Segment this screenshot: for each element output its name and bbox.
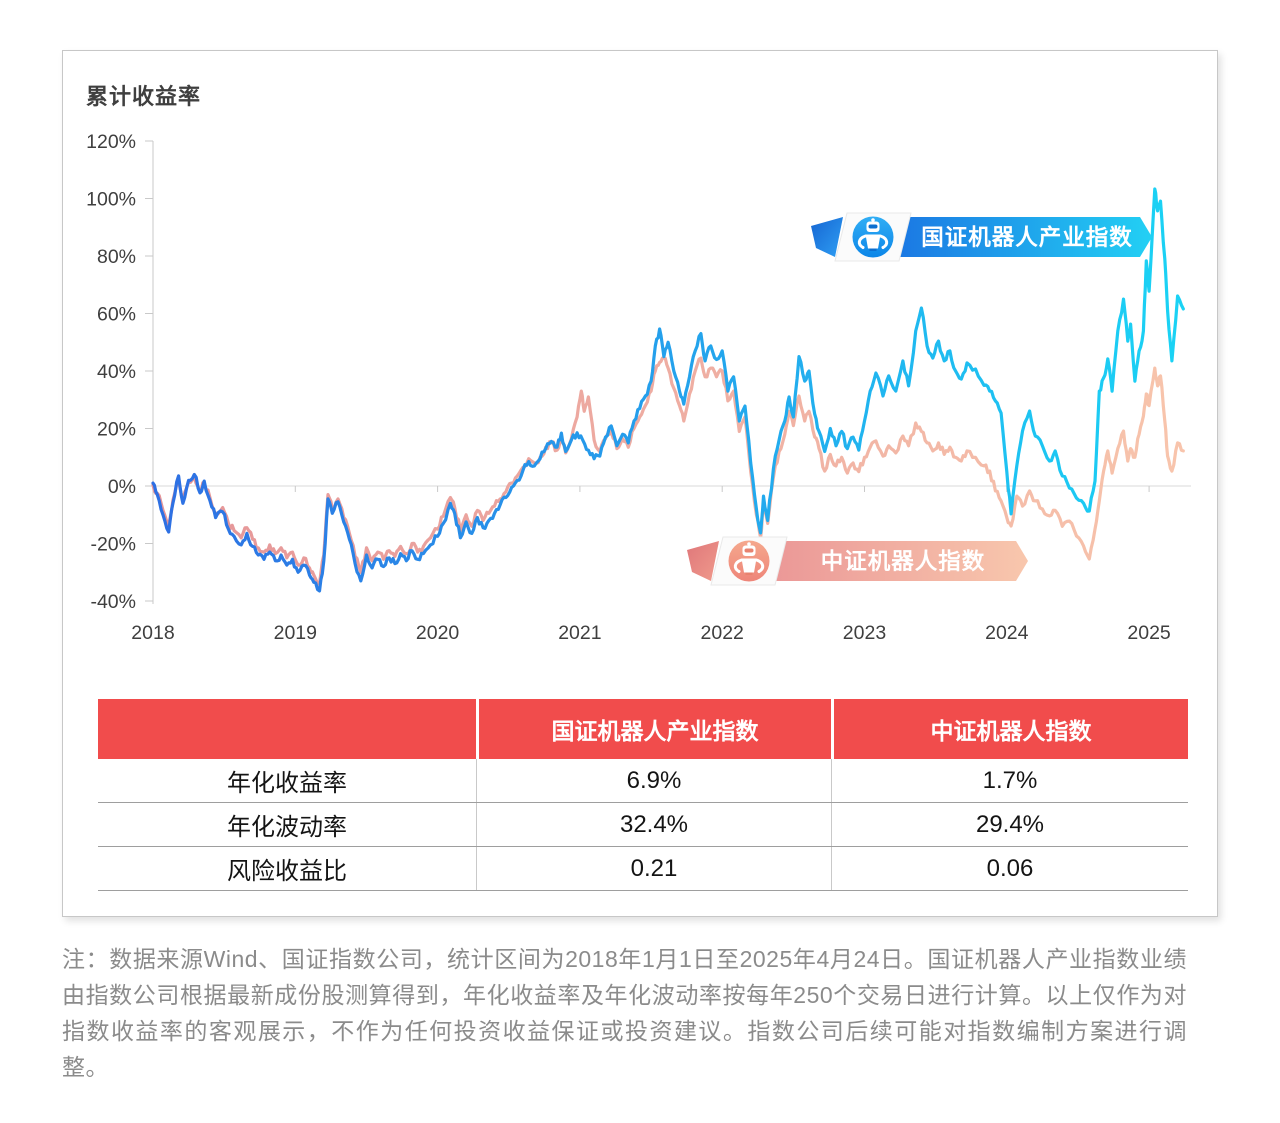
value-guozheng: 6.9% [476, 759, 831, 802]
y-tick-label: 100% [86, 189, 136, 211]
x-tick-label: 2019 [274, 622, 317, 644]
x-tick-label: 2022 [701, 622, 744, 644]
row-label: 年化收益率 [227, 770, 347, 797]
value-guozheng: 0.21 [476, 847, 831, 890]
value-zhongzheng: 0.06 [831, 847, 1188, 890]
legend-label-guozheng: 国证机器人产业指数 [921, 224, 1133, 250]
robot-icon [728, 540, 770, 582]
chart-title: 累计收益率 [86, 84, 202, 109]
row-label: 年化波动率 [227, 814, 347, 841]
legend-badge-guozheng: 国证机器人产业指数 [807, 211, 1153, 263]
value-zhongzheng: 1.7% [831, 759, 1188, 802]
series-line-guozheng [151, 187, 1185, 593]
line-chart: 120% 100% 80% 60% 40% 20% 0% -20% -40% 2018 2019 20… [86, 131, 1191, 644]
y-tick-label: -20% [90, 534, 136, 556]
x-tick-label: 2025 [1127, 622, 1171, 644]
header-cell-guozheng: 国证机器人产业指数 [476, 699, 831, 759]
value-zhongzheng: 29.4% [831, 803, 1188, 846]
y-tick-label: 0% [108, 476, 136, 498]
y-tick-label: 80% [97, 246, 136, 268]
table-row-annual-return: 年化收益率 6.9% 1.7% [98, 759, 1188, 803]
badge-banner [898, 217, 1152, 257]
x-tick-label: 2021 [558, 622, 601, 644]
y-tick-label: 60% [97, 304, 136, 326]
x-tick-label: 2024 [985, 622, 1029, 644]
badge-ribbon-end [811, 217, 843, 257]
y-tick-label: -40% [90, 591, 136, 613]
robot-icon [852, 216, 894, 258]
table-row-risk-return-ratio: 风险收益比 0.21 0.06 [98, 847, 1188, 891]
header-cell-empty [98, 699, 476, 759]
y-tick-label: 20% [97, 419, 136, 441]
table-row-annual-volatility: 年化波动率 32.4% 29.4% [98, 803, 1188, 847]
header-cell-zhongzheng: 中证机器人指数 [831, 699, 1188, 759]
legend-badge-zhongzheng: 中证机器人指数 [683, 535, 1029, 587]
legend-label-zhongzheng: 中证机器人指数 [821, 549, 986, 574]
x-tick-label: 2020 [416, 622, 460, 644]
stats-table: 国证机器人产业指数 中证机器人指数 年化收益率 6.9% 1.7% 年化波动率 … [98, 699, 1188, 891]
value-guozheng: 32.4% [476, 803, 831, 846]
chart-panel: 累计收益率 120% 100% 80% 60% 40% 20% 0% -20% -40% 2018… [62, 50, 1218, 917]
y-tick-label: 120% [86, 131, 136, 153]
footnote: 注：数据来源Wind、国证指数公司，统计区间为2018年1月1日至2025年4月… [62, 946, 1187, 1080]
y-tick-label: 40% [97, 361, 136, 383]
badge-banner [774, 541, 1028, 581]
stats-table-header: 国证机器人产业指数 中证机器人指数 [98, 699, 1188, 759]
badge-ribbon-end [687, 541, 719, 581]
x-tick-label: 2018 [131, 622, 174, 644]
row-label: 风险收益比 [227, 858, 347, 885]
x-tick-label: 2023 [843, 622, 886, 644]
